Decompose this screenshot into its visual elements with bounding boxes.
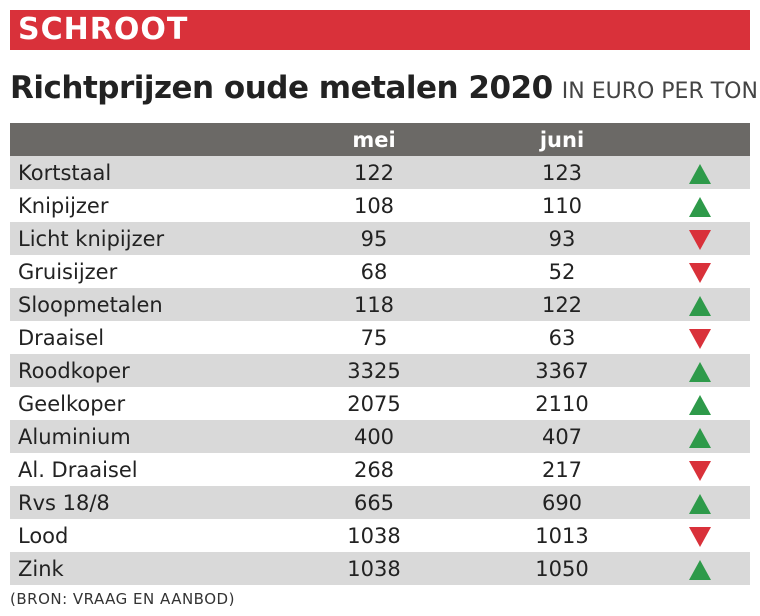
table-row: Knipijzer 108 110 xyxy=(10,189,750,222)
price-mei: 122 xyxy=(274,156,474,189)
trend-up-icon xyxy=(689,394,711,415)
metal-name: Knipijzer xyxy=(10,189,274,222)
metal-name: Roodkoper xyxy=(10,354,274,387)
trend-up-icon xyxy=(689,361,711,382)
price-mei: 95 xyxy=(274,222,474,255)
table-header-row: mei juni xyxy=(10,123,750,156)
trend-up-icon xyxy=(689,427,711,448)
table-body: Kortstaal 122 123 Knipijzer 108 110 Licht knip… xyxy=(10,156,750,585)
trend-cell xyxy=(650,453,750,486)
trend-cell xyxy=(650,321,750,354)
banner-label: SCHROOT xyxy=(18,12,189,47)
trend-cell xyxy=(650,519,750,552)
metal-name: Licht knipijzer xyxy=(10,222,274,255)
trend-cell xyxy=(650,189,750,222)
table-row: Licht knipijzer 95 93 xyxy=(10,222,750,255)
price-mei: 665 xyxy=(274,486,474,519)
price-juni: 3367 xyxy=(474,354,650,387)
price-juni: 110 xyxy=(474,189,650,222)
table-row: Sloopmetalen 118 122 xyxy=(10,288,750,321)
trend-cell xyxy=(650,288,750,321)
trend-up-icon xyxy=(689,163,711,184)
price-mei: 1038 xyxy=(274,519,474,552)
metal-name: Geelkoper xyxy=(10,387,274,420)
metal-name: Al. Draaisel xyxy=(10,453,274,486)
heading: Richtprijzen oude metalen 2020 IN EURO P… xyxy=(10,70,758,114)
price-juni: 690 xyxy=(474,486,650,519)
price-juni: 122 xyxy=(474,288,650,321)
trend-up-icon xyxy=(689,196,711,217)
metal-name: Draaisel xyxy=(10,321,274,354)
price-juni: 52 xyxy=(474,255,650,288)
metal-name: Kortstaal xyxy=(10,156,274,189)
source-note: (BRON: VRAAG EN AANBOD) xyxy=(10,590,235,608)
price-mei: 400 xyxy=(274,420,474,453)
price-mei: 1038 xyxy=(274,552,474,585)
unit-label: IN EURO PER TON xyxy=(561,79,758,104)
price-juni: 407 xyxy=(474,420,650,453)
header-juni: juni xyxy=(474,123,650,156)
trend-down-icon xyxy=(689,262,711,283)
price-mei: 118 xyxy=(274,288,474,321)
trend-cell xyxy=(650,552,750,585)
price-juni: 217 xyxy=(474,453,650,486)
trend-cell xyxy=(650,156,750,189)
table-row: Aluminium 400 407 xyxy=(10,420,750,453)
table-row: Roodkoper 3325 3367 xyxy=(10,354,750,387)
trend-up-icon xyxy=(689,295,711,316)
price-mei: 75 xyxy=(274,321,474,354)
metal-name: Lood xyxy=(10,519,274,552)
price-juni: 123 xyxy=(474,156,650,189)
chart-title: Richtprijzen oude metalen 2020 xyxy=(10,70,553,106)
header-name xyxy=(10,123,274,156)
metal-name: Aluminium xyxy=(10,420,274,453)
metal-name: Zink xyxy=(10,552,274,585)
trend-cell xyxy=(650,255,750,288)
price-juni: 2110 xyxy=(474,387,650,420)
table-row: Draaisel 75 63 xyxy=(10,321,750,354)
trend-down-icon xyxy=(689,526,711,547)
section-banner: SCHROOT xyxy=(10,10,750,50)
header-trend xyxy=(650,123,750,156)
trend-cell xyxy=(650,387,750,420)
price-mei: 68 xyxy=(274,255,474,288)
price-table: mei juni Kortstaal 122 123 Knipijzer 108 110 L… xyxy=(10,123,750,585)
price-juni: 63 xyxy=(474,321,650,354)
price-juni: 93 xyxy=(474,222,650,255)
trend-cell xyxy=(650,222,750,255)
table-row: Kortstaal 122 123 xyxy=(10,156,750,189)
table-row: Geelkoper 2075 2110 xyxy=(10,387,750,420)
price-mei: 2075 xyxy=(274,387,474,420)
trend-down-icon xyxy=(689,229,711,250)
metal-name: Rvs 18/8 xyxy=(10,486,274,519)
trend-up-icon xyxy=(689,559,711,580)
trend-down-icon xyxy=(689,328,711,349)
trend-down-icon xyxy=(689,460,711,481)
table-row: Zink 1038 1050 xyxy=(10,552,750,585)
metal-name: Gruisijzer xyxy=(10,255,274,288)
trend-cell xyxy=(650,420,750,453)
metal-name: Sloopmetalen xyxy=(10,288,274,321)
table-row: Rvs 18/8 665 690 xyxy=(10,486,750,519)
trend-up-icon xyxy=(689,493,711,514)
price-mei: 108 xyxy=(274,189,474,222)
price-juni: 1050 xyxy=(474,552,650,585)
price-juni: 1013 xyxy=(474,519,650,552)
price-mei: 3325 xyxy=(274,354,474,387)
table-row: Al. Draaisel 268 217 xyxy=(10,453,750,486)
trend-cell xyxy=(650,486,750,519)
price-mei: 268 xyxy=(274,453,474,486)
table-row: Lood 1038 1013 xyxy=(10,519,750,552)
table-row: Gruisijzer 68 52 xyxy=(10,255,750,288)
header-mei: mei xyxy=(274,123,474,156)
trend-cell xyxy=(650,354,750,387)
